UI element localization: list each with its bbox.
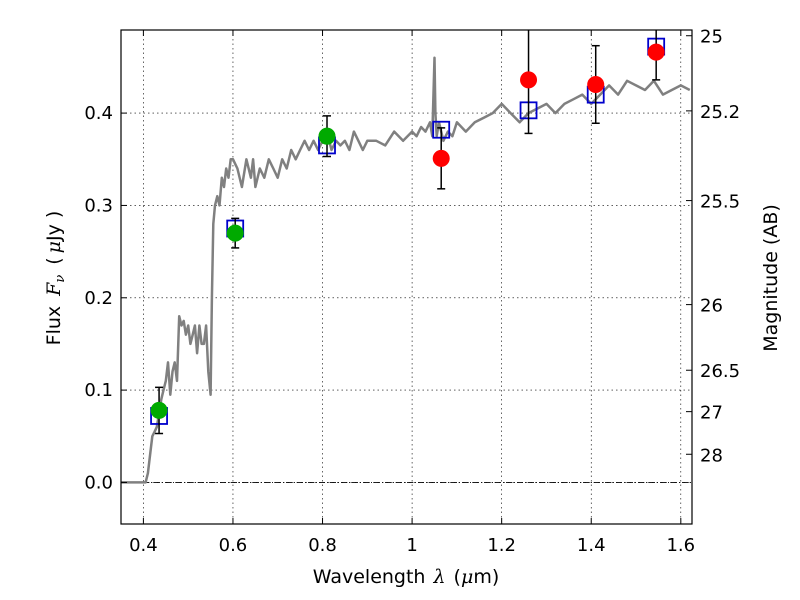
y-tick-labels: 0.0 0.1 0.2 0.3 0.4 bbox=[84, 103, 113, 493]
x-tick-label: 1.2 bbox=[487, 535, 516, 556]
y-axis-subscript: ν bbox=[53, 275, 68, 283]
x-axis-unit-mu: μ bbox=[461, 566, 473, 588]
observed-point bbox=[647, 43, 665, 61]
x-axis-unit-rest: m) bbox=[473, 566, 499, 588]
grid-lines bbox=[121, 30, 692, 524]
y2-tick-label: 25.5 bbox=[700, 192, 740, 213]
y-axis-label: Flux Fν ( μJy ) bbox=[43, 211, 68, 346]
x-tick-label: 0.6 bbox=[219, 535, 248, 556]
template-spectrum bbox=[121, 56, 691, 484]
y-axis-symbol: F bbox=[43, 282, 65, 297]
x-axis-unit-open: ( bbox=[454, 566, 461, 588]
y-axis-unit-open: ( bbox=[43, 257, 65, 264]
spectrum-line bbox=[121, 56, 691, 484]
y2-tick-label: 25.2 bbox=[700, 102, 740, 123]
y-axis-unit-rest: Jy ) bbox=[43, 211, 65, 242]
observed-point bbox=[520, 71, 538, 89]
y2-tick-label: 25 bbox=[700, 27, 723, 48]
y-tick-label: 0.2 bbox=[84, 288, 113, 309]
x-axis-label: Wavelength λ (μm) bbox=[313, 566, 499, 588]
plot-frame bbox=[120, 29, 693, 525]
x-tick-labels: 0.4 0.6 0.8 1 1.2 1.4 1.6 bbox=[129, 535, 695, 556]
y2-tick-labels: 25 25.2 25.5 26 26.5 27 28 bbox=[700, 27, 740, 467]
observed-point bbox=[226, 224, 244, 242]
x-axis-symbol: λ bbox=[432, 566, 445, 588]
y2-tick-label: 27 bbox=[700, 403, 723, 424]
y-axis-label-text: Flux bbox=[43, 306, 65, 346]
observed-point bbox=[587, 75, 605, 93]
observed-points bbox=[150, 30, 665, 435]
y-tick-label: 0.0 bbox=[84, 472, 113, 493]
x-tick-label: 1 bbox=[406, 535, 417, 556]
observed-point bbox=[318, 127, 336, 145]
x-tick-label: 0.8 bbox=[308, 535, 337, 556]
y2-tick-label: 26.5 bbox=[700, 361, 740, 382]
observed-point bbox=[150, 401, 168, 419]
y-tick-label: 0.1 bbox=[84, 380, 113, 401]
x-tick-label: 1.6 bbox=[666, 535, 695, 556]
y2-tick-label: 28 bbox=[700, 445, 723, 466]
x-tick-label: 0.4 bbox=[129, 535, 158, 556]
x-tick-label: 1.4 bbox=[577, 535, 606, 556]
y-tick-label: 0.3 bbox=[84, 195, 113, 216]
x-axis-label-text: Wavelength bbox=[313, 566, 426, 588]
y-tick-label: 0.4 bbox=[84, 103, 113, 124]
axis-ticks bbox=[121, 30, 692, 524]
y2-axis-label: Magnitude (AB) bbox=[760, 204, 782, 352]
y-axis-unit-mu: μ bbox=[43, 241, 65, 253]
observed-point bbox=[432, 149, 450, 167]
y2-tick-label: 26 bbox=[700, 296, 723, 317]
